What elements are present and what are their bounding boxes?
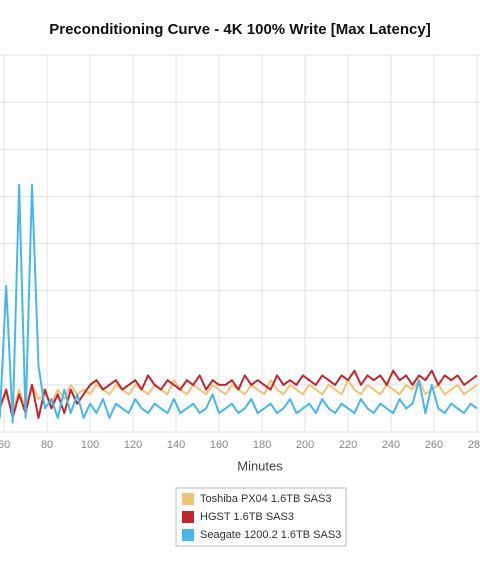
x-tick-label: 200 (296, 439, 314, 451)
x-tick-label: 140 (167, 439, 185, 451)
legend-label: Toshiba PX04 1.6TB SAS3 (200, 493, 331, 505)
legend-label: HGST 1.6TB SAS3 (200, 511, 294, 523)
legend-label: Seagate 1200.2 1.6TB SAS3 (200, 529, 341, 541)
x-tick-label: 80 (41, 439, 53, 451)
x-tick-label: 60 (0, 439, 10, 451)
x-tick-label: 240 (382, 439, 400, 451)
chart-title: Preconditioning Curve - 4K 100% Write [M… (49, 21, 430, 38)
legend-swatch (182, 511, 194, 523)
x-tick-label: 180 (253, 439, 271, 451)
legend-box (175, 487, 347, 547)
x-tick-label: 160 (210, 439, 228, 451)
x-tick-label: 260 (425, 439, 443, 451)
x-tick-label: 220 (339, 439, 357, 451)
x-tick-label: 120 (124, 439, 142, 451)
legend-swatch (182, 529, 194, 541)
legend-swatch (182, 493, 194, 505)
series-line (0, 183, 478, 424)
x-tick-label: 280 (468, 439, 480, 451)
x-tick-label: 100 (81, 439, 99, 451)
x-axis-title: Minutes (237, 458, 283, 473)
